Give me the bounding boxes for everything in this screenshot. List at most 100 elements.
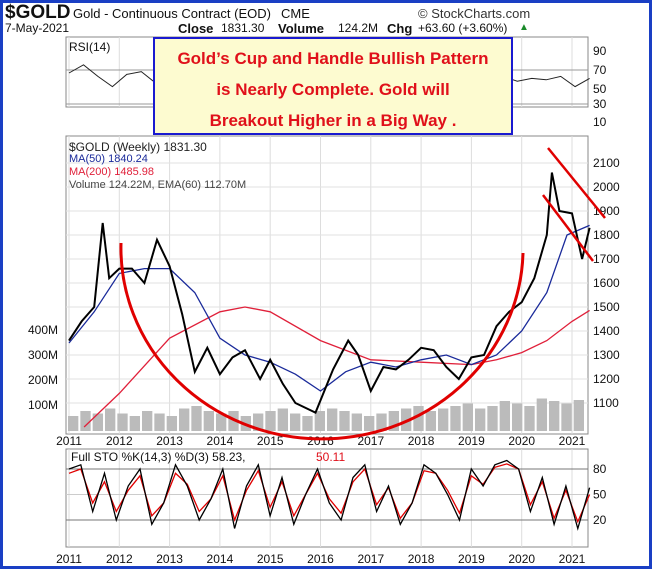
handle-lower-line bbox=[542, 194, 594, 262]
x-tick-label: 2016 bbox=[307, 552, 334, 566]
price-tick-label: 1500 bbox=[593, 300, 620, 314]
symbol: $GOLD bbox=[5, 2, 71, 23]
volume-bar bbox=[203, 411, 214, 431]
volume-bar bbox=[105, 408, 116, 431]
x-tick-label: 2011 bbox=[56, 552, 82, 566]
exchange: CME bbox=[281, 6, 310, 21]
x-tick-label: 2011 bbox=[56, 434, 82, 448]
volume-bar bbox=[487, 406, 498, 431]
rsi-tick-label: 10 bbox=[593, 115, 607, 129]
volume-bar bbox=[450, 406, 461, 431]
date: 7-May-2021 bbox=[5, 21, 70, 35]
sto-d-line bbox=[68, 463, 591, 524]
price-legend: $GOLD (Weekly) 1831.30 bbox=[69, 140, 207, 154]
volume-bar bbox=[351, 413, 362, 431]
chart-canvas: 2011201120122012201320132014201420152015… bbox=[28, 36, 620, 566]
volume-bar bbox=[265, 411, 276, 431]
volume-bar bbox=[462, 403, 473, 431]
volume-bar bbox=[512, 403, 523, 431]
x-tick-label: 2017 bbox=[357, 552, 384, 566]
rsi-tick-label: 70 bbox=[593, 63, 607, 77]
price-tick-label: 2000 bbox=[593, 180, 620, 194]
chg-label: Chg bbox=[387, 21, 413, 36]
price-tick-label: 1400 bbox=[593, 324, 620, 338]
volume-bar bbox=[561, 403, 572, 431]
rsi-tick-label: 50 bbox=[593, 82, 607, 96]
volume-bar bbox=[339, 411, 350, 431]
x-tick-label: 2021 bbox=[559, 434, 586, 448]
x-tick-label: 2012 bbox=[106, 434, 133, 448]
callout-line: is Nearly Complete. Gold will bbox=[216, 80, 450, 99]
x-tick-label: 2012 bbox=[106, 552, 133, 566]
cup-arc bbox=[119, 242, 525, 441]
rsi-tick-label: 90 bbox=[593, 44, 607, 58]
price-tick-label: 1700 bbox=[593, 252, 620, 266]
volume-tick-label: 200M bbox=[28, 373, 58, 387]
volume-bar bbox=[388, 411, 399, 431]
x-tick-label: 2020 bbox=[508, 434, 535, 448]
instrument-name: Gold - Continuous Contract (EOD) bbox=[73, 6, 271, 21]
volume-bar bbox=[302, 416, 313, 431]
x-tick-label: 2016 bbox=[307, 434, 334, 448]
volume-bar bbox=[475, 408, 486, 431]
close-value: 1831.30 bbox=[221, 21, 265, 35]
x-tick-label: 2013 bbox=[156, 434, 183, 448]
volume-value: 124.2M bbox=[338, 21, 379, 35]
annotation-callout: Gold’s Cup and Handle Bullish Pattern is… bbox=[153, 37, 513, 135]
price-line bbox=[68, 172, 591, 414]
rsi-tick-label: 30 bbox=[593, 97, 607, 111]
handle-upper-line bbox=[547, 147, 606, 219]
volume-bar bbox=[549, 401, 560, 431]
volume-bar bbox=[117, 413, 128, 431]
volume-bar bbox=[327, 408, 338, 431]
volume-bar bbox=[524, 406, 535, 431]
x-tick-label: 2015 bbox=[257, 434, 284, 448]
sto-tick-label: 50 bbox=[593, 488, 607, 502]
chg-value: +63.60 (+3.60%) bbox=[418, 21, 508, 35]
sto-d-legend: 50.11 bbox=[316, 450, 346, 464]
x-tick-label: 2021 bbox=[559, 552, 586, 566]
x-tick-label: 2017 bbox=[357, 434, 384, 448]
volume-bar bbox=[413, 406, 424, 431]
price-tick-label: 1100 bbox=[593, 396, 619, 410]
volume-label: Volume bbox=[278, 21, 324, 36]
ma50-line bbox=[68, 224, 590, 392]
volume-bar bbox=[68, 416, 79, 431]
volume-bar bbox=[142, 411, 153, 431]
up-arrow-icon: ▲ bbox=[519, 22, 529, 33]
x-tick-label: 2018 bbox=[408, 552, 435, 566]
x-tick-label: 2019 bbox=[458, 434, 485, 448]
price-tick-label: 1600 bbox=[593, 276, 620, 290]
x-tick-label: 2015 bbox=[257, 552, 284, 566]
volume-bar bbox=[80, 411, 91, 431]
x-tick-label: 2014 bbox=[207, 552, 234, 566]
volume-tick-label: 300M bbox=[28, 348, 58, 362]
callout-line: Breakout Higher in a Big Way . bbox=[209, 111, 457, 130]
volume-tick-label: 400M bbox=[28, 323, 58, 337]
volume-bar bbox=[216, 413, 227, 431]
volume-bar bbox=[129, 416, 140, 431]
price-tick-label: 1300 bbox=[593, 348, 620, 362]
volume-bar bbox=[253, 413, 264, 431]
volume-bar bbox=[401, 408, 412, 431]
callout-line: Gold’s Cup and Handle Bullish Pattern bbox=[177, 49, 489, 68]
sto-tick-label: 20 bbox=[593, 513, 607, 527]
volume-bar bbox=[191, 406, 202, 431]
price-tick-label: 2100 bbox=[593, 156, 620, 170]
volume-bar bbox=[314, 411, 325, 431]
x-tick-label: 2013 bbox=[156, 552, 183, 566]
volume-bar bbox=[92, 413, 103, 431]
rsi-legend: RSI(14) bbox=[69, 40, 111, 54]
x-tick-label: 2019 bbox=[458, 552, 485, 566]
volume-bar bbox=[166, 416, 177, 431]
volume-bar bbox=[179, 408, 190, 431]
volume-legend: Volume 124.22M, EMA(60) 112.70M bbox=[69, 179, 247, 191]
sto-legend: Full STO %K(14,3) %D(3) 58.23, bbox=[71, 450, 246, 464]
volume-bar bbox=[277, 408, 288, 431]
volume-bar bbox=[290, 413, 301, 431]
volume-bar bbox=[499, 401, 510, 431]
sto-k-line bbox=[68, 459, 591, 531]
volume-tick-label: 100M bbox=[28, 398, 58, 412]
x-tick-label: 2018 bbox=[408, 434, 435, 448]
